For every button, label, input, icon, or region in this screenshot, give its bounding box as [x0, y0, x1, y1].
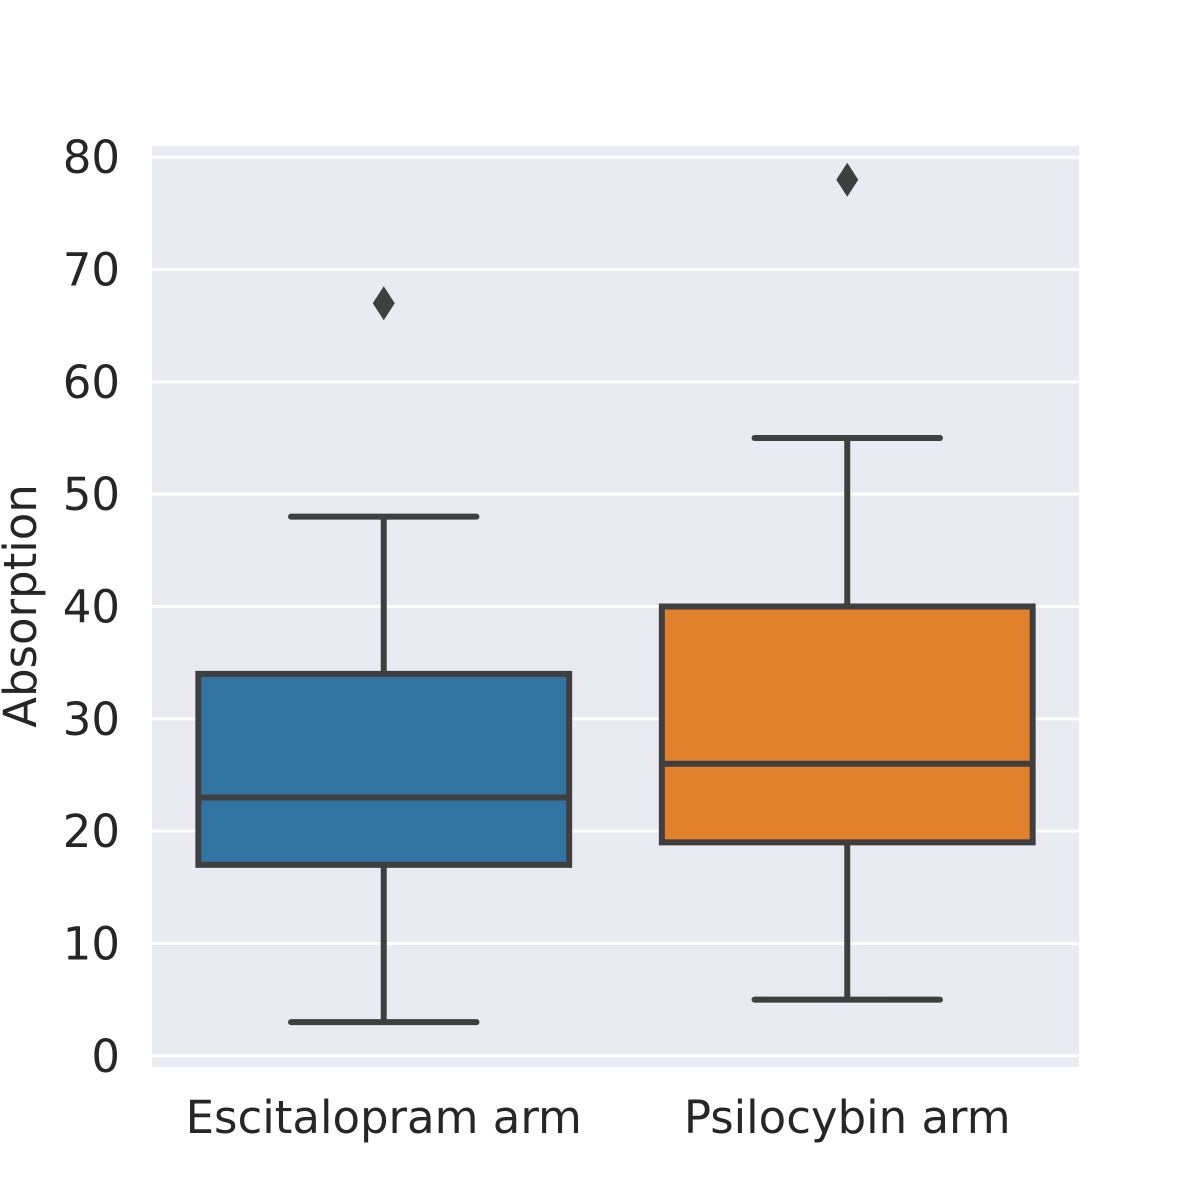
x-tick-label: Psilocybin arm	[684, 1091, 1011, 1144]
y-tick-labels: 0 10 20 30 40 50 60 70 80	[63, 131, 120, 1083]
outlier-point	[372, 286, 395, 321]
y-tick-label: 10	[63, 917, 120, 970]
box-group	[195, 286, 573, 1026]
y-tick-label: 0	[91, 1030, 120, 1083]
box-group	[658, 162, 1036, 1003]
y-tick-label: 50	[63, 468, 120, 521]
y-tick-label: 20	[63, 805, 120, 858]
y-axis-label: Absorption	[0, 484, 47, 728]
y-tick-label: 30	[63, 693, 120, 746]
iqr-box	[658, 603, 1036, 846]
y-tick-label: 70	[63, 244, 120, 297]
outlier-point	[836, 162, 859, 197]
boxes	[195, 162, 1036, 1026]
y-tick-label: 40	[63, 581, 120, 634]
x-tick-labels: Escitalopram arm Psilocybin arm	[186, 1091, 1011, 1144]
iqr-box	[195, 670, 573, 868]
x-tick-label: Escitalopram arm	[186, 1091, 582, 1144]
y-tick-label: 60	[63, 356, 120, 409]
y-tick-label: 80	[63, 131, 120, 184]
